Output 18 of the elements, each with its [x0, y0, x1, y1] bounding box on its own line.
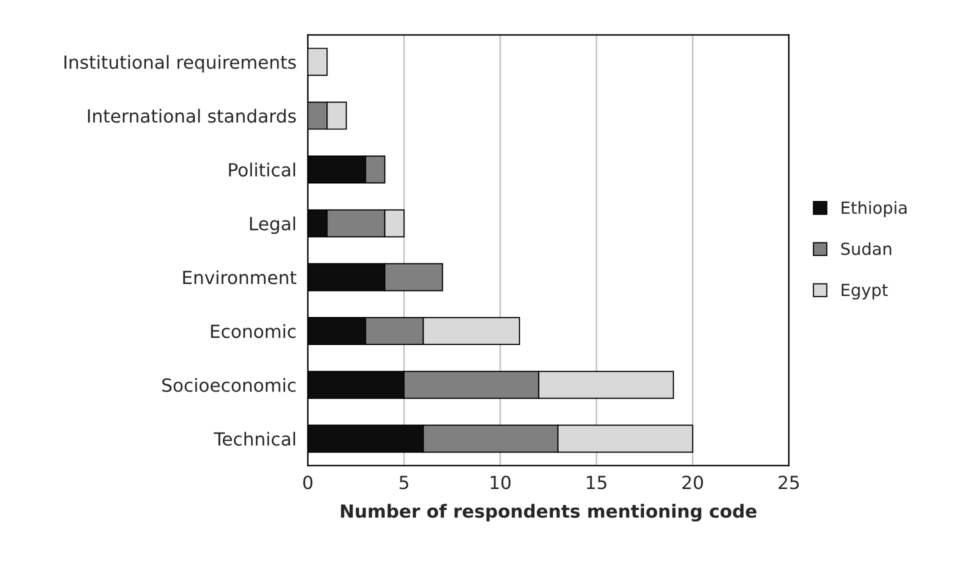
y-tick-label: Political [229, 162, 296, 177]
x-tick-label: 25 [778, 476, 799, 490]
x-tick-label: 10 [490, 476, 511, 490]
legend-label: Ethiopia [842, 201, 906, 218]
y-tick-label: Institutional requirements [64, 54, 296, 72]
y-tick-label: Socioeconomic [162, 378, 296, 392]
y-tick-label: International standards [88, 108, 296, 123]
legend-label: Egypt [842, 284, 888, 300]
legend-label: Sudan [841, 242, 892, 256]
y-tick-label: Environment [183, 270, 296, 284]
y-tick-label: Technical [214, 432, 296, 446]
x-axis-title: Number of respondents mentioning code [341, 504, 756, 522]
y-tick-label: Economic [211, 324, 296, 338]
y-tick-label: Legal [250, 216, 296, 234]
x-tick-label: 15 [586, 476, 606, 490]
x-tick-label: 5 [400, 476, 408, 490]
x-tick-label: 0 [303, 476, 312, 490]
x-tick-label: 20 [682, 476, 703, 490]
